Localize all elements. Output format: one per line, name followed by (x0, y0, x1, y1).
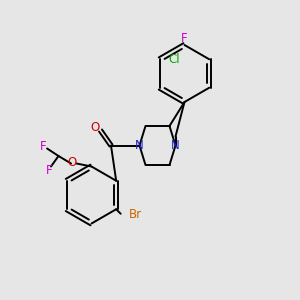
Text: N: N (135, 139, 144, 152)
Text: F: F (181, 32, 188, 45)
Text: N: N (171, 139, 180, 152)
Text: O: O (68, 156, 76, 169)
Text: Br: Br (129, 208, 142, 221)
Text: F: F (40, 140, 47, 154)
Text: O: O (91, 121, 100, 134)
Text: F: F (46, 164, 53, 178)
Text: Cl: Cl (168, 53, 180, 66)
